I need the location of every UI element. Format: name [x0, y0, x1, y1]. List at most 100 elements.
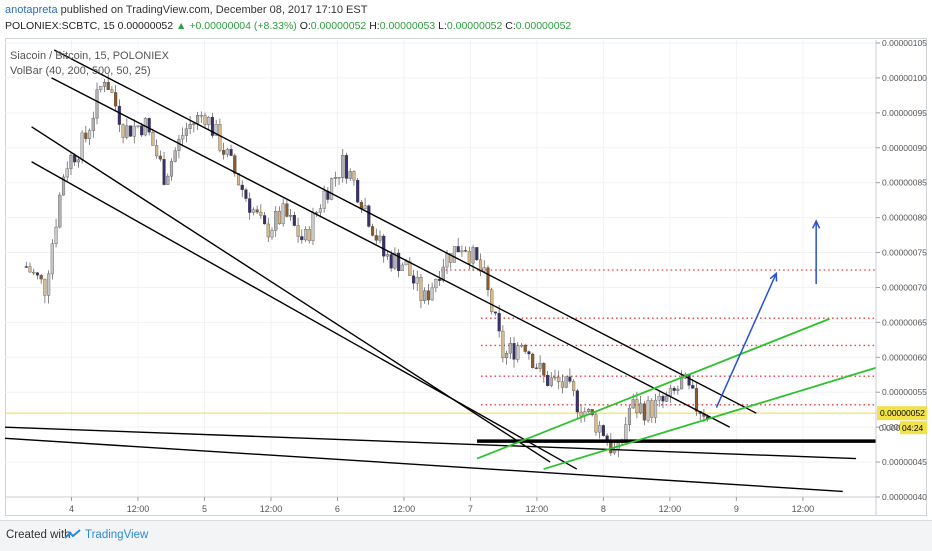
candle-body [460, 250, 464, 253]
candle-body [158, 155, 162, 160]
candle-body [244, 189, 248, 199]
candle-body [255, 209, 259, 213]
candle-body [177, 138, 181, 151]
open-label: O: [296, 20, 311, 32]
arrow-head-icon [769, 271, 778, 282]
candle-body [553, 376, 557, 379]
candle-body [240, 184, 244, 190]
candle-body [441, 266, 445, 281]
author-link[interactable]: anotapreta [5, 4, 58, 16]
candle-body [363, 205, 367, 210]
candle-body [493, 311, 497, 314]
candle-body [434, 279, 438, 289]
countdown-text: 04:24 [902, 423, 924, 433]
candle-body [404, 261, 408, 266]
candle-body [397, 252, 401, 272]
candle-body [24, 266, 28, 268]
candle-body [534, 367, 538, 369]
candle-body [140, 125, 144, 136]
candle-body [147, 118, 151, 133]
candle-body [233, 155, 237, 174]
candle-body [438, 279, 442, 281]
indicator-label: VolBar (40, 200, 500, 50, 25) [10, 65, 151, 77]
candle-body [568, 376, 572, 382]
candle-body [378, 235, 382, 241]
y-tick-label: 0.00000090 [882, 143, 927, 153]
candle-body [449, 253, 453, 263]
trendline [476, 318, 830, 460]
candle-body [352, 171, 356, 181]
candle-body [680, 377, 684, 390]
candle-body [73, 155, 77, 163]
candle-body [475, 247, 479, 261]
candle-body [43, 278, 47, 296]
candle-body [222, 150, 226, 155]
candle-body [333, 177, 337, 179]
y-tick-label: 0.00000100 [882, 73, 927, 83]
candle-body [542, 363, 546, 376]
candle-body [519, 344, 524, 347]
countdown-box [900, 421, 927, 435]
candle-body [579, 411, 583, 417]
candle-body [594, 414, 598, 433]
candle-body [344, 155, 349, 179]
candle-body [505, 353, 509, 359]
trendline [543, 366, 877, 470]
candle-body [650, 400, 654, 418]
candle-body [65, 168, 69, 178]
chart-frame [5, 38, 927, 516]
candle-body [322, 190, 326, 209]
candle-body [624, 424, 628, 440]
candle-body [69, 155, 73, 169]
candle-body [136, 125, 140, 127]
candle-body [575, 390, 579, 413]
candle-body [192, 123, 196, 125]
candle-body [274, 211, 278, 231]
trendline [53, 49, 757, 414]
created-with-text: Created with [6, 529, 71, 541]
candle-body [173, 150, 177, 162]
candle-body [54, 226, 58, 244]
candle-body [196, 115, 200, 124]
y-tick-label: 0.00000080 [882, 213, 927, 223]
candle-body [162, 159, 166, 185]
x-tick-label: 12:00 [127, 504, 150, 514]
y-tick-label: 0.00000040 [882, 492, 927, 502]
chart-title: Siacoin / Bitcoin, 15, POLONIEX [10, 50, 169, 62]
publish-info: anotapreta published on TradingView.com,… [5, 4, 367, 16]
y-tick-label: 0.00000065 [882, 317, 927, 327]
close-label: C: [502, 20, 516, 32]
candle-body [315, 212, 319, 214]
x-tick-label: 7 [468, 504, 473, 514]
candle-body [91, 117, 95, 131]
candle-body [356, 179, 360, 203]
candle-body [560, 381, 564, 388]
candle-body [61, 176, 66, 196]
y-tick-label: 0.00000055 [882, 387, 927, 397]
high-label: H: [366, 20, 380, 32]
y-tick-label: 0.00000060 [882, 352, 927, 362]
candle-body [300, 236, 304, 241]
candle-body [549, 377, 553, 386]
candle-body [516, 345, 520, 360]
candle-body [523, 344, 527, 352]
candle-body [538, 363, 542, 369]
candle-body [464, 250, 468, 252]
candle-body [80, 132, 84, 160]
candle-body [672, 387, 676, 391]
tradingview-link[interactable]: TradingView [85, 529, 149, 541]
candle-body [370, 226, 375, 236]
candle-body [76, 159, 80, 163]
published-text: published on TradingView.com, December 0… [60, 4, 368, 16]
candle-body [415, 277, 419, 284]
x-tick-label: 12:00 [260, 504, 283, 514]
candle-body [341, 155, 345, 178]
candle-body [277, 211, 282, 224]
candle-body [281, 203, 285, 224]
candle-body [452, 246, 457, 263]
x-tick-label: 12:00 [526, 504, 549, 514]
candle-body [497, 312, 501, 332]
candle-body [668, 387, 672, 397]
x-tick-label: 12:00 [659, 504, 682, 514]
